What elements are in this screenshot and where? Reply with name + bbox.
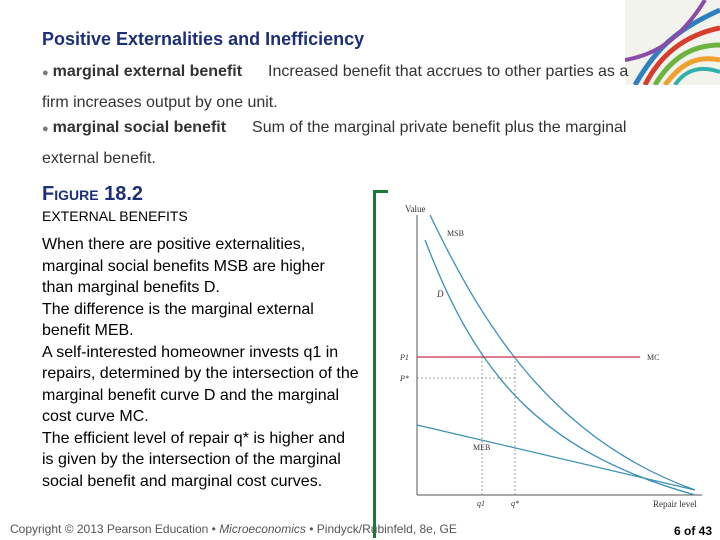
msb-label: MSB bbox=[447, 229, 464, 238]
definition-text: Sum of the marginal private benefit plus… bbox=[42, 119, 627, 167]
caption-line: When there are positive externalities, m… bbox=[42, 236, 325, 296]
x-axis-label: Repair level bbox=[653, 499, 697, 509]
definition-marginal-social-benefit: ● marginal social benefit Sum of the margi… bbox=[42, 113, 642, 174]
footer-copyright: Copyright © 2013 Pearson Education • Mic… bbox=[10, 522, 457, 536]
definition-term: marginal external benefit bbox=[52, 63, 243, 80]
d-curve bbox=[424, 239, 696, 496]
definition-term: marginal social benefit bbox=[52, 119, 227, 136]
decorative-logo bbox=[624, 0, 720, 87]
caption-line: The difference is the marginal external … bbox=[42, 300, 314, 340]
figure-label: FIGURE 18.2 bbox=[42, 183, 144, 205]
figure-caption: When there are positive externalities, m… bbox=[42, 234, 360, 492]
meb-label: MEB bbox=[473, 443, 490, 452]
slide-title: Positive Externalities and Inefficiency bbox=[42, 29, 365, 49]
externality-chart: Value Repair level MSB D MC MEB P1 P* q1 q* bbox=[399, 204, 702, 509]
d-label: D bbox=[436, 289, 444, 299]
bullet-icon: ● bbox=[42, 67, 49, 79]
definition-marginal-external-benefit: ● marginal external benefit Increased bene… bbox=[42, 57, 642, 118]
mc-label: MC bbox=[647, 353, 659, 362]
p-star-tick: P* bbox=[399, 374, 409, 383]
page-number: 6 of 43 bbox=[673, 524, 712, 538]
p1-tick: P1 bbox=[399, 353, 409, 362]
caption-line: A self-interested homeowner invests q1 i… bbox=[42, 343, 359, 426]
meb-line bbox=[416, 424, 696, 491]
q-star-tick: q* bbox=[511, 499, 519, 508]
definition-text: Increased benefit that accrues to other … bbox=[42, 63, 629, 111]
bullet-icon: ● bbox=[42, 123, 49, 135]
msb-curve bbox=[429, 214, 696, 491]
q1-tick: q1 bbox=[477, 499, 485, 508]
figure-bracket bbox=[373, 190, 388, 538]
caption-line: The efficient level of repair q* is high… bbox=[42, 429, 345, 490]
figure-subtitle: EXTERNAL BENEFITS bbox=[42, 208, 188, 224]
y-axis-label: Value bbox=[405, 204, 426, 214]
